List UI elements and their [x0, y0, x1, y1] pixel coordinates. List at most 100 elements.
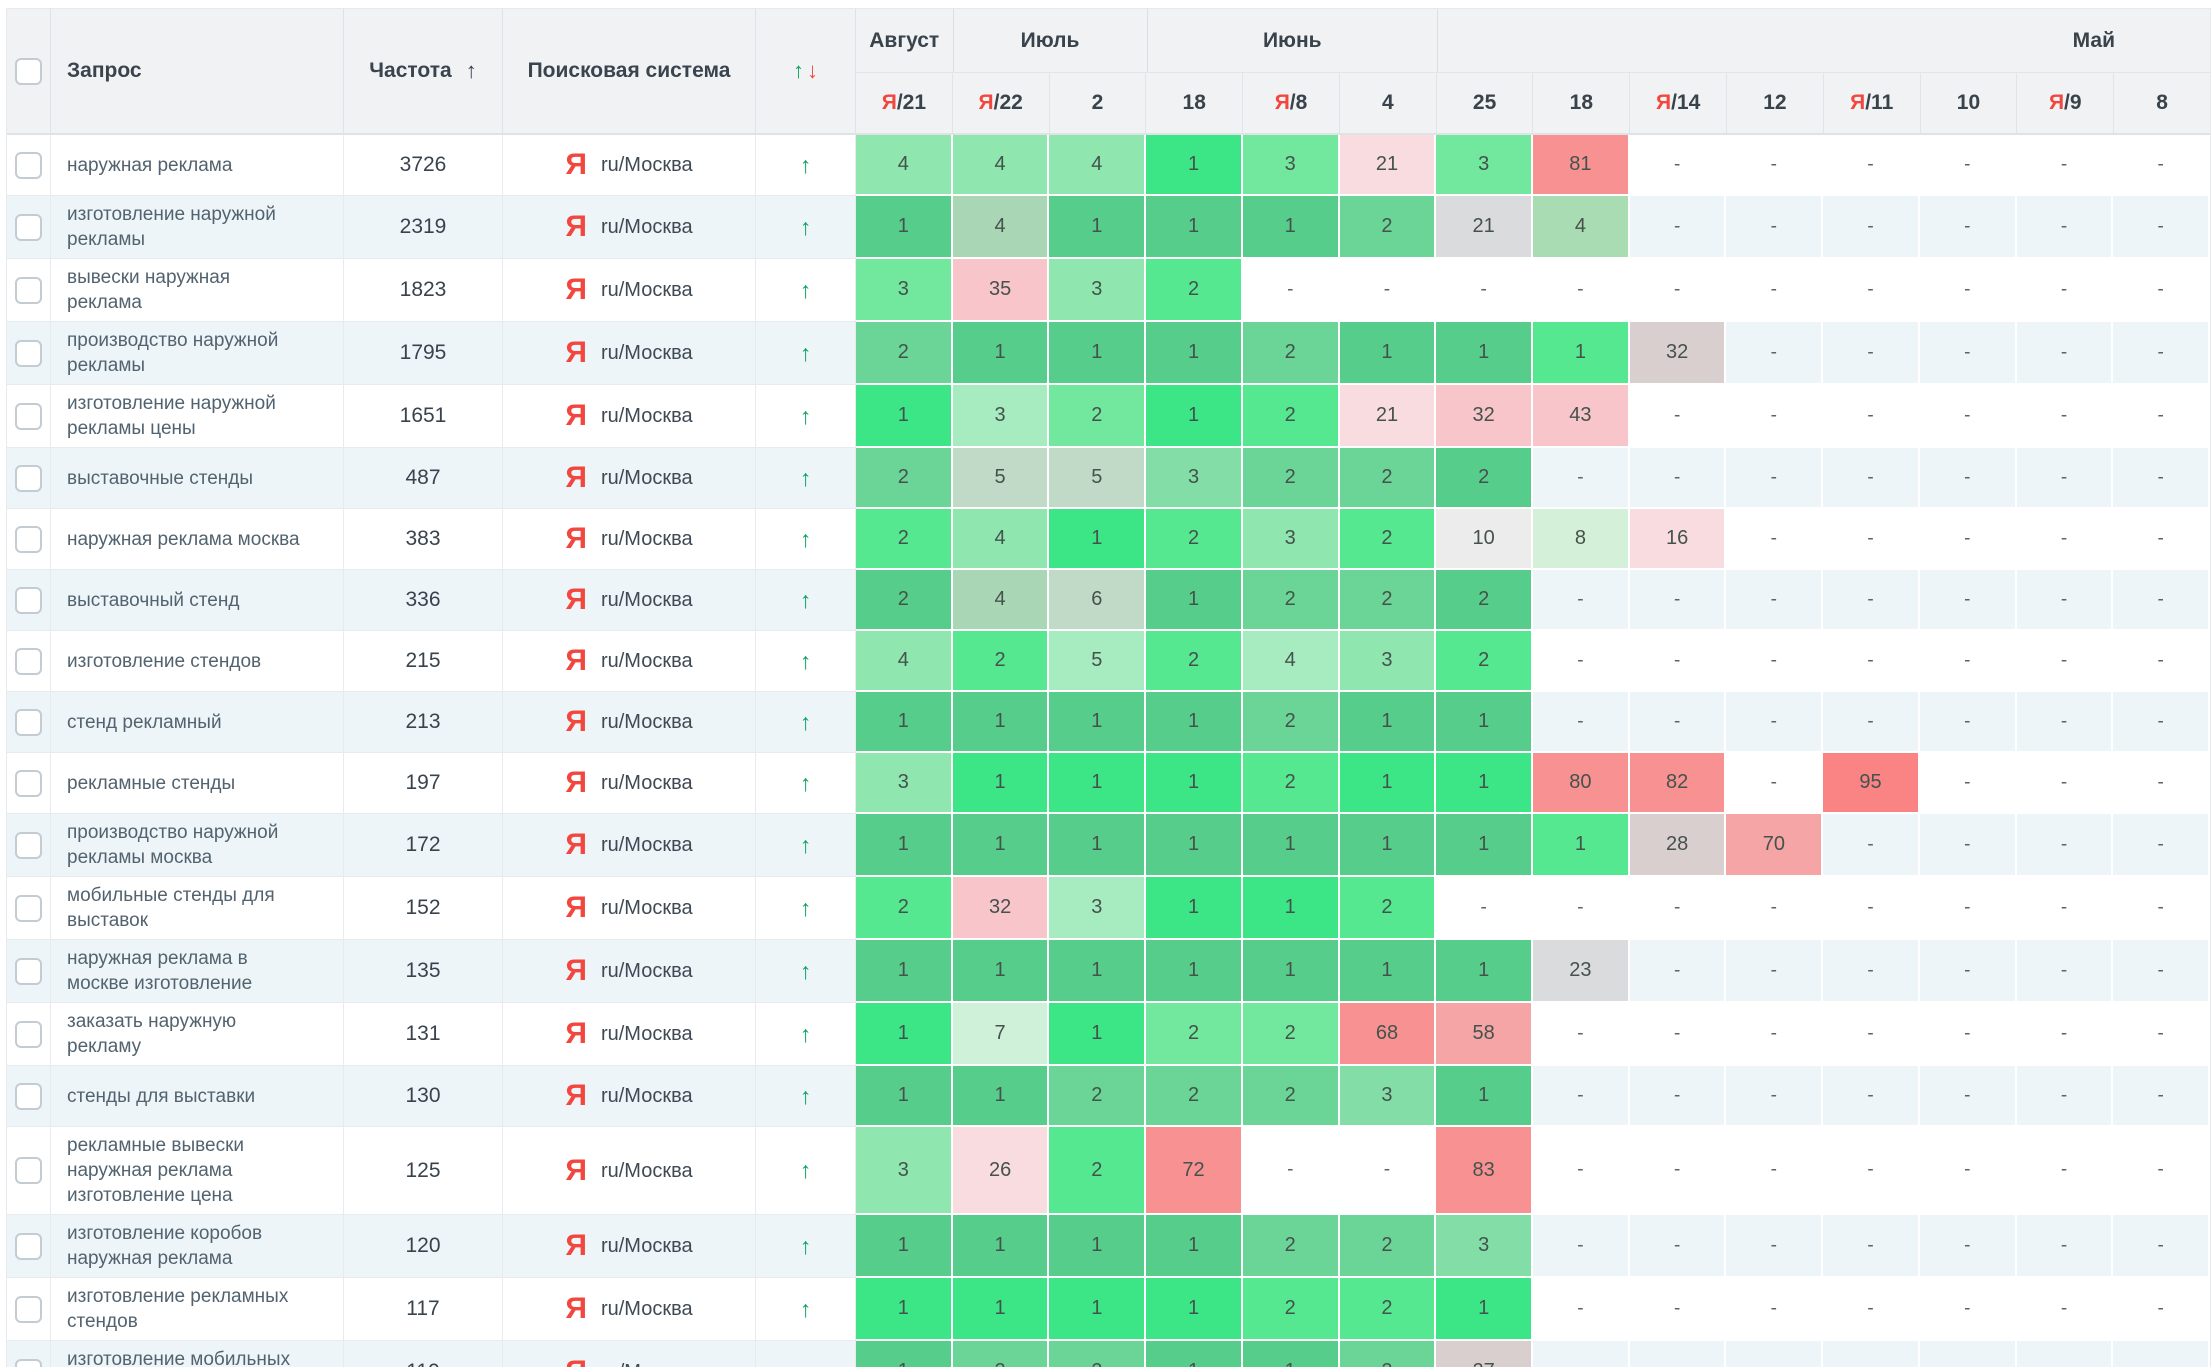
query-link[interactable]: изготовление стендов — [67, 650, 262, 672]
position-cell: 3 — [1049, 877, 1147, 940]
position-cell: 1 — [1146, 940, 1243, 1003]
position-cell: - — [2113, 631, 2211, 692]
frequency-value: 117 — [344, 1278, 503, 1341]
frequency-value: 1795 — [344, 322, 503, 385]
date-label: 4 — [1381, 91, 1394, 114]
position-cell: - — [1823, 259, 1920, 322]
row-checkbox[interactable] — [15, 957, 42, 985]
position-cell: 2 — [1339, 509, 1437, 570]
frequency-value: 172 — [344, 814, 503, 877]
date-header[interactable]: Я/9 — [2017, 73, 2115, 133]
date-label: 2 — [1091, 91, 1104, 114]
row-checkbox[interactable] — [15, 769, 42, 797]
date-header[interactable]: Я/11 — [1824, 73, 1921, 133]
row-checkbox[interactable] — [15, 1020, 42, 1048]
query-link[interactable]: изготовление мобильных стендов — [67, 1349, 291, 1367]
row-checkbox[interactable] — [15, 1157, 42, 1184]
position-cell: 2 — [1146, 509, 1243, 570]
position-cell: - — [1533, 1003, 1630, 1066]
position-cell: - — [2113, 877, 2211, 940]
position-cell: 1 — [856, 1215, 953, 1278]
row-checkbox[interactable] — [15, 831, 42, 859]
query-link[interactable]: наружная реклама москва — [67, 528, 300, 550]
row-checkbox[interactable] — [15, 213, 42, 241]
query-link[interactable]: производство наружной рекламы — [67, 330, 279, 376]
query-link[interactable]: изготовление наружной рекламы цены — [67, 393, 276, 439]
date-header[interactable]: Я/21 — [856, 73, 953, 133]
row-checkbox[interactable] — [15, 276, 42, 304]
date-header[interactable]: 18 — [1146, 73, 1244, 133]
column-header-trend[interactable]: ↑ ↓ — [756, 9, 856, 133]
query-link[interactable]: выставочные стенды — [67, 467, 254, 489]
query-link[interactable]: стенд рекламный — [67, 711, 222, 733]
query-link[interactable]: наружная реклама в москве изготовление — [67, 948, 253, 994]
search-engine-cell: Яru/Москва — [503, 1341, 756, 1367]
date-header[interactable]: 2 — [1050, 73, 1147, 133]
query-link[interactable]: изготовление коробов наружная реклама — [67, 1223, 263, 1269]
date-header[interactable]: 12 — [1727, 73, 1824, 133]
date-header[interactable]: Я/8 — [1243, 73, 1340, 133]
row-checkbox[interactable] — [15, 1082, 42, 1110]
position-cell: - — [1629, 448, 1727, 509]
position-cell: 1 — [952, 1215, 1050, 1278]
position-cell: 4 — [856, 135, 953, 196]
row-checkbox[interactable] — [15, 647, 42, 675]
query-link[interactable]: наружная реклама — [67, 154, 233, 176]
date-header[interactable]: 4 — [1340, 73, 1437, 133]
query-link[interactable]: рекламные вывески наружная реклама изгот… — [67, 1135, 244, 1206]
position-cell: 4 — [1242, 631, 1340, 692]
row-checkbox[interactable] — [15, 339, 42, 367]
query-cell: рекламные вывески наружная реклама изгот… — [51, 1127, 344, 1215]
position-cell: 2 — [1242, 692, 1340, 753]
query-link[interactable]: заказать наружную рекламу — [67, 1011, 237, 1057]
select-all-checkbox[interactable] — [15, 57, 42, 85]
query-link[interactable]: изготовление рекламных стендов — [67, 1286, 289, 1332]
position-cell: - — [1629, 631, 1727, 692]
trend-up-icon: ↑ — [799, 151, 812, 178]
trend-cell: ↑ — [756, 1215, 856, 1278]
position-cell: 32 — [1629, 322, 1727, 385]
date-header[interactable]: Я/14 — [1630, 73, 1728, 133]
query-link[interactable]: вывески наружная реклама — [67, 267, 231, 313]
row-checkbox[interactable] — [15, 586, 42, 614]
position-cell: - — [1919, 1215, 2017, 1278]
row-checkbox[interactable] — [15, 464, 42, 492]
position-cell: 1 — [952, 1066, 1050, 1127]
date-header[interactable]: Я/22 — [953, 73, 1050, 133]
position-cell: 23 — [1533, 940, 1630, 1003]
column-header-frequency[interactable]: Частота ↑ — [344, 9, 503, 133]
row-checkbox[interactable] — [15, 402, 42, 430]
query-link[interactable]: стенды для выставки — [67, 1085, 256, 1107]
frequency-value: 110 — [344, 1341, 503, 1367]
position-cell: 5 — [952, 448, 1050, 509]
query-link[interactable]: изготовление наружной рекламы — [67, 204, 276, 250]
row-checkbox[interactable] — [15, 151, 42, 179]
engine-region-label: ru/Москва — [600, 1235, 693, 1257]
position-cell: - — [2016, 753, 2114, 814]
date-header[interactable]: 8 — [2114, 73, 2210, 133]
sort-asc-icon: ↑ — [465, 58, 477, 83]
position-cell: 28 — [1629, 814, 1727, 877]
row-checkbox[interactable] — [15, 708, 42, 736]
row-checkbox[interactable] — [15, 525, 42, 553]
date-header[interactable]: 25 — [1437, 73, 1534, 133]
row-checkbox[interactable] — [15, 1358, 42, 1367]
row-checkbox[interactable] — [15, 894, 42, 922]
position-cell: 1 — [1049, 753, 1147, 814]
query-link[interactable]: выставочный стенд — [67, 589, 240, 611]
position-cell: 3 — [856, 753, 953, 814]
query-link[interactable]: рекламные стенды — [67, 772, 236, 794]
query-link[interactable]: производство наружной рекламы москва — [67, 822, 279, 868]
date-header[interactable]: 10 — [1921, 73, 2018, 133]
position-cell: 1 — [856, 1003, 953, 1066]
query-link[interactable]: мобильные стенды для выставок — [67, 885, 275, 931]
row-checkbox[interactable] — [15, 1295, 42, 1323]
trend-cell: ↑ — [756, 448, 856, 509]
position-cell: 35 — [952, 259, 1050, 322]
month-label: Август — [869, 28, 940, 52]
date-header[interactable]: 18 — [1533, 73, 1631, 133]
row-checkbox[interactable] — [15, 1232, 42, 1260]
